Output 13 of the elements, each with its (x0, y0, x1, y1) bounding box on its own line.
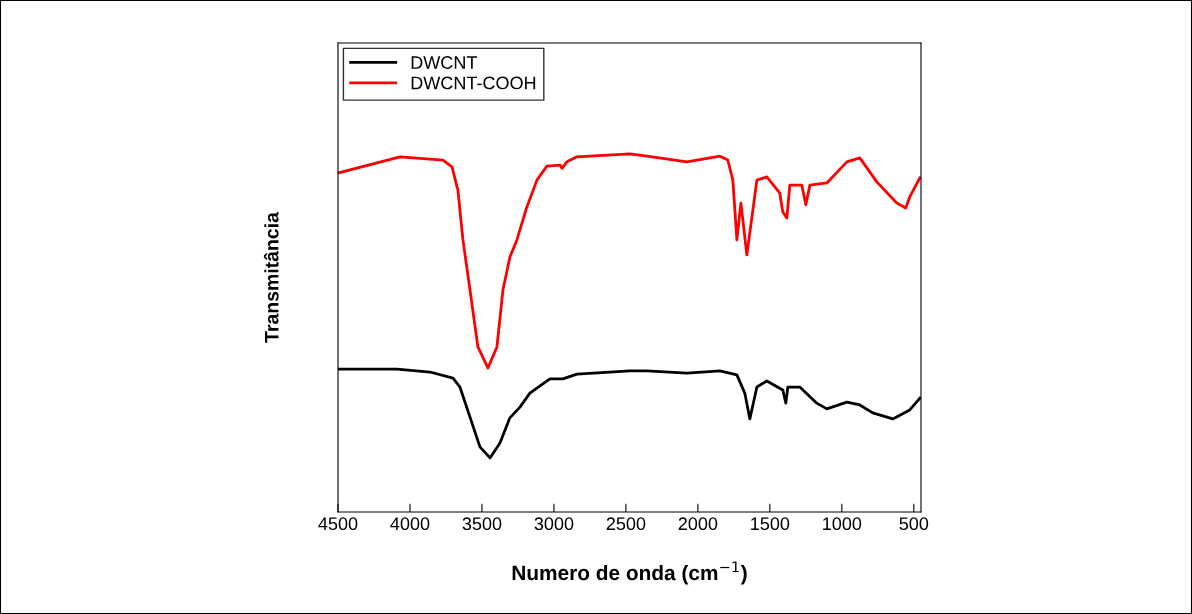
x-tick-label: 500 (899, 517, 929, 531)
legend-label: DWCNT-COOH (411, 76, 536, 90)
y-axis-title: Transmitância (263, 211, 279, 343)
legend-label: DWCNT (411, 56, 477, 69)
x-axis-title: Numero de onda (cm$^{−1}$) (512, 561, 747, 585)
x-tick-label: 3000 (534, 517, 574, 531)
x-tick-label: 1000 (823, 517, 862, 531)
x-tick-label: 4500 (318, 517, 358, 531)
x-tick-label: 4000 (390, 517, 430, 531)
x-tick-label: 2000 (678, 517, 718, 531)
x-tick-label: 1500 (751, 517, 790, 531)
x-tick-label: 3500 (462, 517, 502, 531)
x-tick-label: 2500 (606, 517, 646, 531)
